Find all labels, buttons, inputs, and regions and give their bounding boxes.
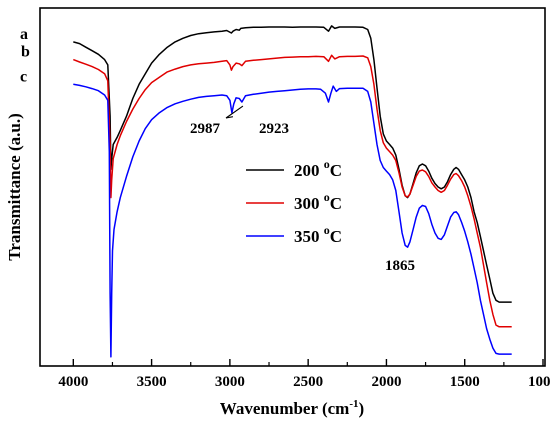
x-axis-title-tail: ) — [359, 399, 365, 418]
series-line-c — [73, 83, 512, 358]
plot-frame — [39, 7, 546, 367]
peak-annotations: 2987 2923 1865 — [190, 105, 415, 274]
legend-label-a: 200 oC — [294, 157, 342, 180]
legend-label-b: 300 oC — [294, 190, 342, 213]
series-line-b — [73, 54, 512, 328]
x-axis-title-main: Wavenumber (cm — [220, 399, 350, 418]
series-letter-a: a — [20, 26, 28, 43]
x-axis-ticks: 4000 3500 3000 2500 2000 1500 1000 — [58, 359, 550, 390]
annotation-1865: 1865 — [385, 258, 415, 274]
x-tick-label: 1500 — [450, 374, 480, 390]
annotation-2987: 2987 — [190, 121, 221, 137]
series-lines — [73, 25, 512, 358]
x-axis-title: Wavenumber (cm-1) — [220, 398, 364, 418]
x-tick-label: 2500 — [293, 374, 323, 390]
series-letter-b: b — [21, 44, 30, 61]
x-tick-label: 3500 — [137, 374, 167, 390]
series-line-a — [73, 25, 512, 303]
y-axis-title: Transmittance (a.u.) — [5, 113, 24, 260]
x-tick-label: 2000 — [371, 374, 401, 390]
series-letters: abc — [20, 26, 30, 85]
legend: 200 oC 300 oC 350 oC — [246, 157, 342, 246]
annotation-2923: 2923 — [259, 121, 289, 137]
arrow-2923 — [225, 105, 244, 119]
legend-label-c: 350 oC — [294, 223, 342, 246]
x-axis-title-sup: -1 — [349, 398, 358, 410]
x-tick-label: 4000 — [58, 374, 88, 390]
x-tick-label: 1000 — [528, 374, 550, 390]
x-tick-label: 3000 — [215, 374, 245, 390]
series-letter-c: c — [20, 68, 27, 85]
